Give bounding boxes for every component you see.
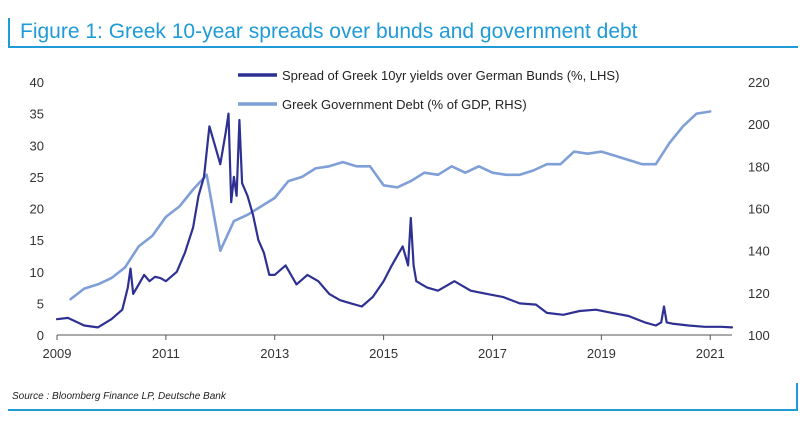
axes: 2009 2011 2013 2015 2017 2019 2021 0 5 10 15 20 25 30… (30, 75, 770, 361)
source-note: Source : Bloomberg Finance LP, Deutsche … (12, 391, 226, 402)
debt-line (69, 110, 712, 301)
x-tick-label: 2017 (478, 346, 507, 361)
x-tick-label: 2013 (260, 346, 289, 361)
spread-line (55, 112, 734, 329)
y-left-tick-label: 5 (37, 296, 44, 311)
chart-title: Figure 1: Greek 10-year spreads over bun… (20, 20, 638, 43)
y-right-tick-label: 120 (748, 286, 770, 301)
y-left-tick-label: 10 (30, 265, 44, 280)
y-left-tick-label: 40 (30, 75, 44, 90)
x-tick-label: 2021 (696, 346, 725, 361)
spread-series (55, 112, 734, 329)
debt-series (69, 110, 712, 301)
x-tick-label: 2011 (152, 346, 180, 361)
footer-bar: Source : Bloomberg Finance LP, Deutsche … (8, 383, 798, 411)
y-right-tick-label: 220 (748, 75, 770, 90)
y-right-tick-label: 200 (748, 117, 770, 132)
y-right-tick-label: 180 (748, 159, 770, 174)
chart: 2009 2011 2013 2015 2017 2019 2021 0 5 10 15 20 25 30… (30, 68, 770, 361)
y-left-tick-label: 30 (30, 138, 44, 153)
legend-label: Greek Government Debt (% of GDP, RHS) (282, 97, 527, 112)
x-tick-label: 2015 (369, 346, 398, 361)
x-tick-label: 2009 (43, 346, 72, 361)
y-left-tick-label: 35 (30, 107, 44, 122)
y-left-tick-label: 15 (30, 233, 44, 248)
title-bar: Figure 1: Greek 10-year spreads over bun… (8, 18, 798, 48)
y-right-tick-label: 160 (748, 202, 770, 217)
y-right-tick-label: 140 (748, 244, 770, 259)
legend-label: Spread of Greek 10yr yields over German … (282, 68, 619, 83)
x-tick-label: 2019 (587, 346, 616, 361)
y-left-tick-label: 0 (37, 328, 44, 343)
legend: Spread of Greek 10yr yields over German … (238, 68, 619, 112)
y-left-tick-label: 20 (30, 202, 44, 217)
y-left-tick-label: 25 (30, 170, 44, 185)
y-right-tick-label: 100 (748, 328, 770, 343)
